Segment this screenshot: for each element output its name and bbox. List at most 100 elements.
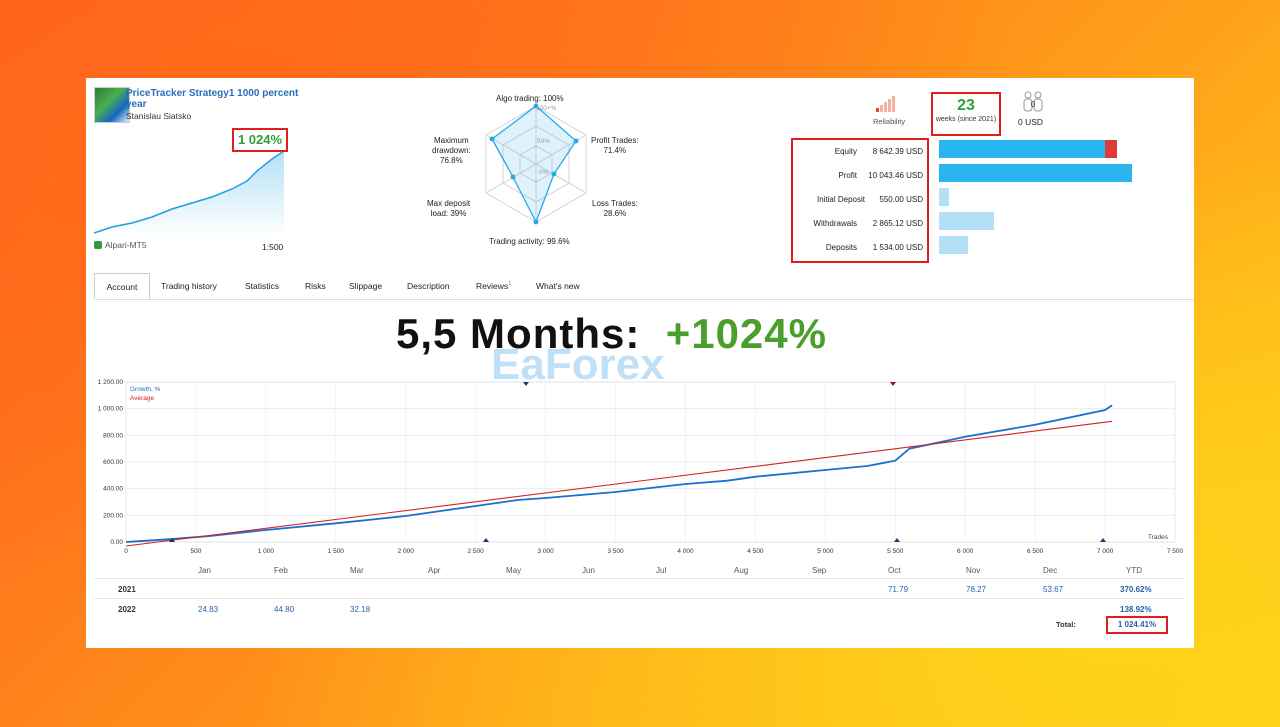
- growth-chart: 0.00 200.00 400.00 600.00 800.00 1 000.00 1 20…: [98, 379, 1184, 555]
- radar-max-deposit: Max deposit load: 39%: [427, 199, 471, 218]
- deposits-bar: [939, 236, 968, 254]
- x-axis-label: Trades: [1148, 534, 1169, 541]
- x-tick-label: 7 500: [1167, 548, 1184, 555]
- weeks-label: weeks (since 2021): [935, 116, 997, 123]
- x-tick-label: 5 500: [887, 548, 904, 555]
- month-header: Nov: [966, 566, 981, 575]
- tab-account[interactable]: Account: [94, 273, 150, 299]
- x-tick-label: 500: [191, 548, 202, 555]
- y-tick-label: 600.00: [103, 459, 123, 466]
- x-tick-label: 0: [124, 548, 128, 555]
- month-header: Feb: [274, 566, 288, 575]
- month-value: 44.80: [274, 605, 295, 614]
- tab-trading-history[interactable]: Trading history: [161, 281, 217, 291]
- headline: 5,5 Months: +1024%: [396, 310, 827, 357]
- equity-drawdown-bar: [1105, 140, 1117, 158]
- y-tick-label: 1 000.00: [98, 406, 124, 413]
- legend-growth: Growth, %: [130, 386, 161, 393]
- svg-text:0: 0: [1031, 100, 1036, 109]
- reliability-icon: [876, 96, 895, 117]
- month-value: 71.79: [888, 585, 909, 594]
- series-average-line: [125, 420, 1113, 547]
- month-header: May: [506, 566, 522, 575]
- month-header: Mar: [350, 566, 364, 575]
- x-tick-label: 1 000: [258, 548, 275, 555]
- y-tick-label: 400.00: [103, 486, 123, 493]
- month-header: Jun: [582, 566, 595, 575]
- legend-average: Average: [130, 395, 154, 402]
- y-tick-label: 1 200.00: [98, 379, 124, 386]
- weeks-count: 23: [957, 97, 975, 114]
- strategy-avatar: [94, 87, 130, 123]
- strategy-title[interactable]: PriceTracker Strategy1 1000 percent year: [126, 88, 299, 110]
- month-header: Aug: [734, 566, 749, 575]
- month-value: 32.18: [350, 605, 371, 614]
- total-value: 1 024.41%: [1106, 616, 1168, 634]
- x-tick-label: 2 000: [398, 548, 415, 555]
- author-name[interactable]: Stanislau Siatsko: [126, 111, 192, 121]
- month-value: 78.27: [966, 585, 987, 594]
- leverage-label: 1:500: [262, 242, 284, 252]
- radar-scale-100: 100+%: [536, 105, 557, 112]
- x-tick-label: 6 500: [1027, 548, 1044, 555]
- marker-bottom-3: [894, 538, 900, 542]
- verified-icon: [94, 241, 102, 249]
- tab-bar: Account Trading history Statistics Risks…: [94, 271, 1194, 300]
- total-label: Total:: [1056, 620, 1076, 629]
- x-tick-label: 4 500: [747, 548, 764, 555]
- table-row: 2022 24.83 44.80 32.18 138.92%: [94, 598, 1184, 619]
- growth-badge: 1 024%: [232, 128, 288, 152]
- stat-equity: Equity 8 642.39 USD: [834, 147, 923, 156]
- x-tick-label: 7 000: [1097, 548, 1114, 555]
- tab-risks[interactable]: Risks: [305, 281, 326, 291]
- signal-card: PriceTracker Strategy1 1000 percent year…: [86, 78, 1194, 648]
- radar-loss-trades: Loss Trades: 28.6%: [592, 199, 638, 218]
- initial-deposit-bar: [939, 188, 949, 206]
- x-tick-label: 6 000: [957, 548, 974, 555]
- ytd-value: 138.92%: [1120, 605, 1152, 614]
- y-tick-label: 800.00: [103, 432, 123, 439]
- x-tick-label: 3 500: [607, 548, 624, 555]
- tab-reviews[interactable]: Reviews1: [476, 281, 512, 291]
- tab-description[interactable]: Description: [407, 281, 450, 291]
- growth-mini-chart: [93, 150, 285, 237]
- month-value: 24.83: [198, 605, 219, 614]
- month-header: Sep: [812, 566, 827, 575]
- monthly-returns-table: Jan Feb Mar Apr May Jun Jul Aug Sep Oct Nov Dec YTD …: [86, 560, 1194, 650]
- radar-scale-0: 0%: [539, 169, 549, 176]
- radar-scale-50: 50%: [537, 138, 551, 145]
- x-tick-label: 1 500: [328, 548, 345, 555]
- table-row: 2021 71.79 78.27 53.67 370.62%: [94, 578, 1184, 599]
- watermark-logo: EaForex: [491, 340, 665, 389]
- month-header: YTD: [1126, 566, 1142, 575]
- profit-bar: [939, 164, 1132, 182]
- marker-bottom-1: [169, 538, 175, 542]
- tab-slippage[interactable]: Slippage: [349, 281, 383, 291]
- month-header: Jan: [198, 566, 211, 575]
- radar-trading-activity: Trading activity: 99.6%: [489, 237, 570, 246]
- y-tick-label: 200.00: [103, 512, 123, 519]
- month-header: Dec: [1043, 566, 1058, 575]
- stat-deposits: Deposits 1 534.00 USD: [825, 243, 923, 252]
- stat-withdrawals: Withdrawals 2 865.12 USD: [813, 219, 923, 228]
- series-growth-line: [125, 404, 1113, 543]
- tab-statistics[interactable]: Statistics: [245, 281, 280, 291]
- x-tick-label: 4 000: [677, 548, 694, 555]
- radar-max-drawdown: Maximum drawdown: 76.8%: [432, 136, 471, 165]
- equity-bar: [939, 140, 1107, 158]
- ytd-value: 370.62%: [1120, 585, 1152, 594]
- tab-whats-new[interactable]: What's new: [536, 281, 580, 291]
- reliability-label: Reliability: [873, 117, 906, 126]
- marker-bottom-2: [483, 538, 489, 542]
- marker-top-1: [523, 382, 529, 386]
- radar-chart: [485, 103, 587, 225]
- year-label: 2022: [118, 605, 136, 614]
- year-label: 2021: [118, 585, 136, 594]
- stat-profit: Profit 10 043.46 USD: [838, 171, 923, 180]
- x-tick-label: 3 000: [537, 548, 554, 555]
- month-value: 53.67: [1043, 585, 1064, 594]
- broker-label[interactable]: Alpari-MT5: [94, 240, 147, 250]
- marker-top-2: [890, 382, 896, 386]
- month-header: Oct: [888, 566, 901, 575]
- month-header: Jul: [656, 566, 667, 575]
